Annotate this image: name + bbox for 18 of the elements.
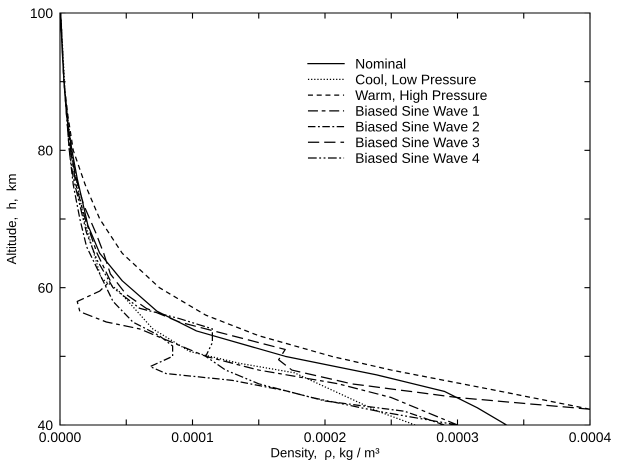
x-axis-title: Density, ρ, kg / m³	[271, 448, 380, 460]
x-tick-label: 0.0004	[569, 432, 611, 442]
legend-label: Warm, High Pressure	[355, 90, 487, 103]
legend-label: Cool, Low Pressure	[356, 74, 476, 86]
y-tick-label: 100	[30, 8, 53, 18]
y-tick-label: 40	[38, 420, 53, 430]
y-axis-title: Altitude, h, km	[6, 174, 18, 264]
x-tick-label: 0.0003	[436, 432, 478, 442]
x-tick-label: 0.0002	[304, 432, 346, 442]
legend-label: Biased Sine Wave 2	[356, 121, 480, 132]
y-tick-label: 60	[38, 283, 53, 293]
x-tick-label: 0.0000	[39, 432, 81, 442]
legend-label: Biased Sine Wave 4	[356, 152, 480, 164]
legend-label: Biased Sine Wave 1	[356, 106, 480, 116]
x-tick-label: 0.0001	[172, 432, 214, 442]
legend-label: Nominal	[356, 58, 406, 69]
legend-label: Biased Sine Wave 3	[356, 137, 480, 148]
y-tick-label: 80	[38, 146, 53, 156]
